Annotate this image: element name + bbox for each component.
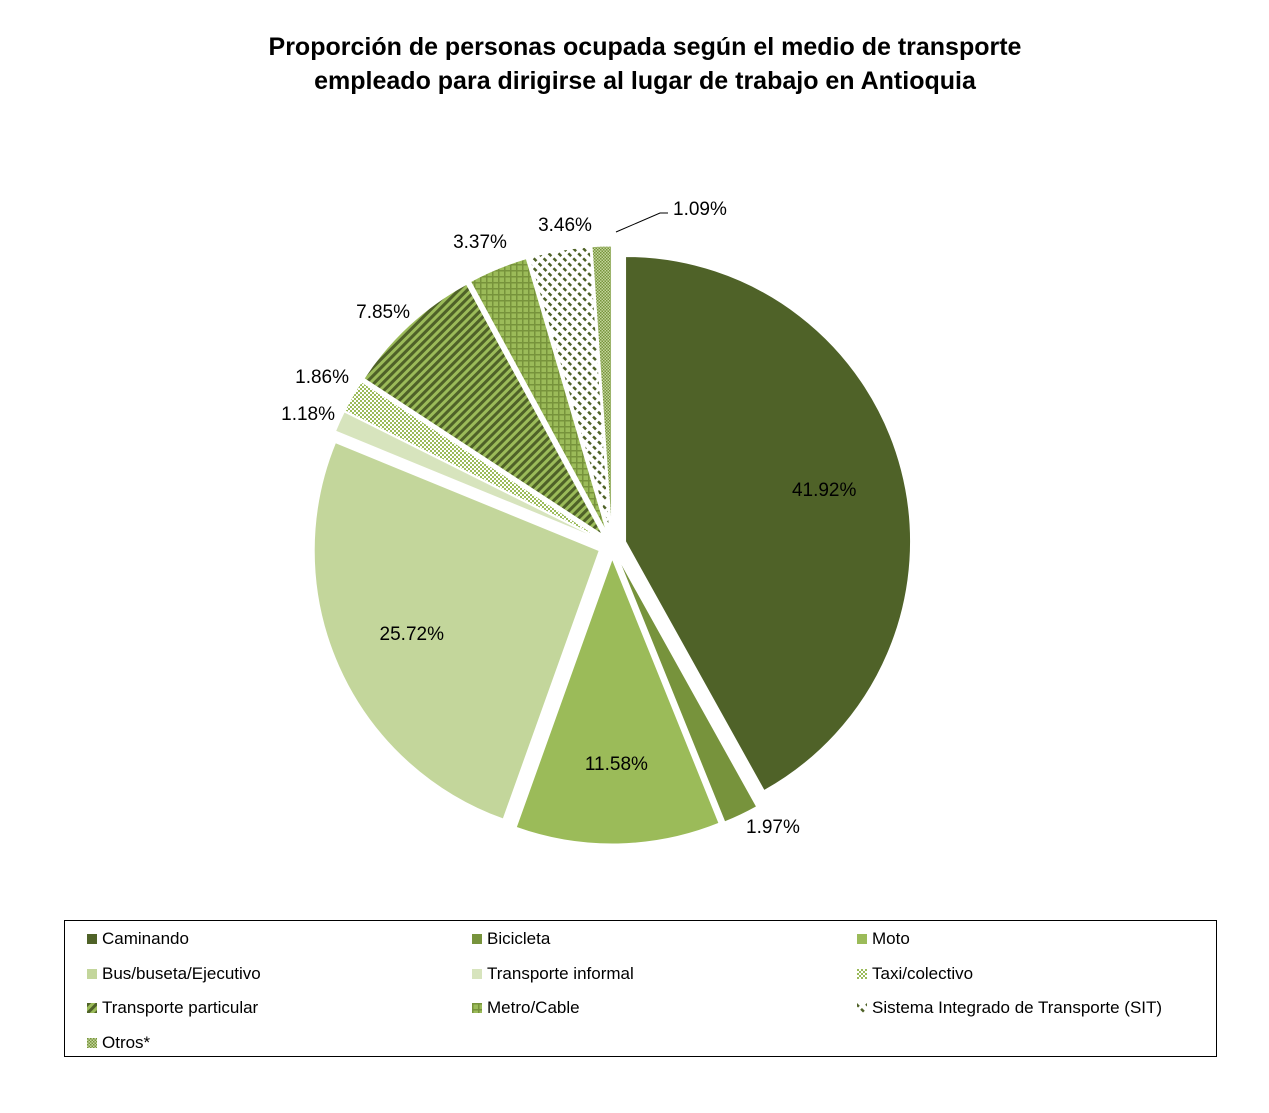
chart-legend: Caminando Bicicleta Moto Bus/buseta/Ejecuti… — [64, 920, 1217, 1057]
legend-label: Taxi/colectivo — [872, 963, 974, 983]
pie-slices — [313, 245, 912, 845]
pie-slice-1 — [625, 255, 912, 792]
legend-swatch — [857, 934, 867, 944]
legend-swatch — [87, 1003, 97, 1013]
legend-swatch — [87, 1037, 97, 1048]
pie-slice-8 — [469, 258, 608, 533]
pie-slice-5 — [334, 411, 600, 540]
data-label-9: 3.46% — [538, 215, 592, 236]
legend-label: Moto — [872, 929, 910, 948]
pie-slice-7 — [363, 283, 603, 536]
pie-labels: 41.92% 1.97% 11.58% 25.72% 1.18% 1.86% 7.85% 3.… — [281, 199, 856, 838]
legend-item: Bus/buseta/Ejecutivo — [87, 963, 261, 985]
legend-item: Sistema Integrado de Transporte (SIT) — [857, 997, 1162, 1019]
legend-item: Metro/Cable — [472, 997, 580, 1019]
legend-item: Bicicleta — [472, 928, 550, 950]
chart-title: Proporción de personas ocupada según el … — [0, 30, 1269, 98]
data-label-5: 1.18% — [281, 404, 335, 425]
chart-title-line-2: empleado para dirigirse al lugar de trab… — [314, 67, 976, 95]
legend-swatch — [87, 968, 97, 979]
legend-swatch — [472, 1003, 482, 1013]
data-label-4: 25.72% — [380, 624, 445, 645]
leader-line — [615, 212, 668, 233]
chart-title-line-1: Proporción de personas ocupada según el … — [268, 33, 1022, 61]
data-label-7: 7.85% — [356, 302, 410, 323]
pie-chart: 41.92% 1.97% 11.58% 25.72% 1.18% 1.86% 7.85% 3.… — [281, 199, 912, 845]
legend-swatch — [857, 1003, 867, 1013]
data-label-10: 1.09% — [673, 199, 727, 220]
legend-swatch — [857, 968, 867, 979]
legend-label: Bus/buseta/Ejecutivo — [102, 963, 261, 983]
data-label-3: 11.58% — [585, 754, 648, 775]
pie-slice-9 — [528, 246, 611, 532]
legend-label: Sistema Integrado de Transporte (SIT) — [872, 998, 1163, 1017]
legend-swatch — [87, 934, 97, 944]
data-label-1: 41.92% — [792, 480, 857, 501]
legend-label: Transporte informal — [487, 963, 634, 983]
legend-item: Taxi/colectivo — [857, 963, 973, 985]
legend-label: Caminando — [102, 929, 189, 948]
legend-item: Caminando — [87, 928, 189, 950]
pie-slice-4 — [313, 441, 600, 820]
data-label-2: 1.97% — [746, 817, 800, 838]
legend-label: Transporte particular — [102, 998, 259, 1017]
legend-label: Otros* — [102, 1032, 151, 1052]
pie-slice-3 — [515, 557, 720, 845]
pie-slice-2 — [617, 557, 758, 823]
legend-label: Metro/Cable — [487, 998, 580, 1017]
legend-label: Bicicleta — [487, 929, 551, 948]
legend-item: Otros* — [87, 1032, 150, 1054]
legend-item: Transporte informal — [472, 963, 634, 985]
pie-slice-6 — [344, 381, 601, 539]
data-label-8: 3.37% — [453, 232, 507, 253]
data-label-6: 1.86% — [295, 367, 349, 388]
legend-swatch — [472, 968, 482, 979]
legend-item: Moto — [857, 928, 910, 950]
legend-item: Transporte particular — [87, 997, 258, 1019]
legend-swatch — [472, 934, 482, 944]
pie-slice-10 — [591, 245, 613, 532]
